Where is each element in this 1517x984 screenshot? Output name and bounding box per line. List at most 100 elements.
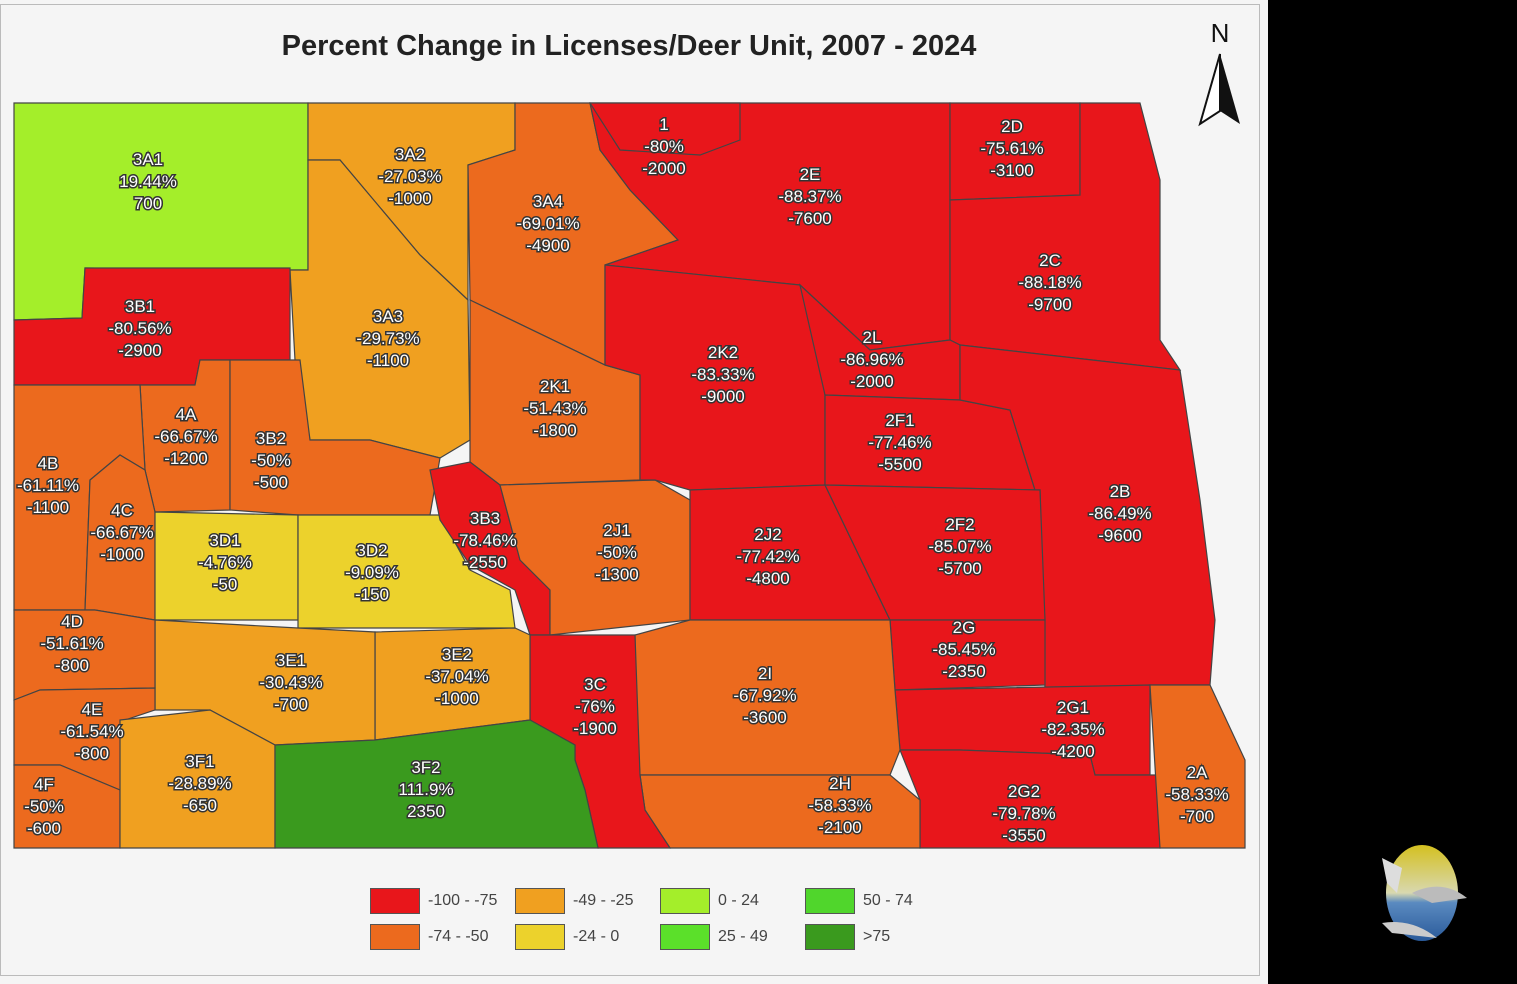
unit-label-change: -700 (274, 695, 308, 714)
unit-label-change: -2550 (463, 553, 506, 572)
unit-label-pct: -37.04% (425, 667, 488, 686)
unit-label-pct: -61.54% (60, 722, 123, 741)
unit-label-id: 2G1 (1057, 698, 1089, 717)
unit-label-id: 2F2 (945, 515, 974, 534)
legend-label: >75 (863, 928, 891, 945)
unit-label-pct: -50% (24, 797, 64, 816)
deer-unit-map: 3A1 19.44% 700 3A2 -27.03% -1000 3A3 -29.73% -11… (13, 102, 1246, 849)
unit-label-id: 2G2 (1008, 782, 1040, 801)
unit-label-change: -1000 (435, 689, 478, 708)
unit-label-id: 2D (1001, 117, 1023, 136)
unit-label-change: -50 (213, 575, 238, 594)
unit-label-pct: -51.43% (523, 399, 586, 418)
unit-label-id: 2F1 (885, 411, 914, 430)
unit-label-change: -800 (75, 744, 109, 763)
unit-label-id: 4B (38, 454, 59, 473)
unit-label-id: 2L (863, 328, 882, 347)
legend: -100 - -75 -49 - -25 0 - 24 50 - 74 -74 - -5… (370, 888, 950, 950)
unit-label-id: 2H (829, 774, 851, 793)
deer-unit-3b2 (229, 359, 441, 516)
legend-label: 25 - 49 (718, 928, 768, 945)
deer-unit-4d (13, 609, 156, 701)
unit-label-change: -2100 (818, 818, 861, 837)
unit-label-id: 3D1 (209, 531, 240, 550)
deer-unit-2j1 (499, 479, 691, 636)
unit-label-change: -4800 (746, 569, 789, 588)
unit-label-pct: -51.61% (40, 634, 103, 653)
unit-label-id: 3A1 (133, 150, 163, 169)
legend-item: -74 - -50 (370, 924, 515, 950)
unit-label-id: 2B (1110, 482, 1131, 501)
unit-label-id: 2J1 (603, 521, 630, 540)
unit-label-change: -1100 (367, 351, 409, 370)
unit-label-change: -9700 (1028, 295, 1071, 314)
unit-label-id: 2K2 (708, 343, 738, 362)
legend-swatch (370, 924, 420, 950)
unit-label-id: 2G (953, 618, 976, 637)
agency-logo-icon (1382, 845, 1467, 941)
unit-label-pct: -88.18% (1018, 273, 1081, 292)
unit-label-id: 4F (34, 775, 54, 794)
legend-item: -24 - 0 (515, 924, 660, 950)
unit-label-id: 3E1 (276, 651, 306, 670)
unit-label-pct: 19.44% (119, 172, 177, 191)
unit-label-change: -1000 (388, 189, 431, 208)
unit-label-pct: -29.73% (356, 329, 419, 348)
unit-label-change: -500 (254, 473, 288, 492)
unit-label-pct: -61.11% (17, 476, 79, 495)
map-panel: Percent Change in Licenses/Deer Unit, 20… (0, 0, 1268, 984)
unit-label-id: 1 (659, 115, 668, 134)
unit-label-id: 2J2 (754, 525, 781, 544)
legend-label: -100 - -75 (428, 892, 498, 909)
unit-label-pct: -88.37% (778, 187, 841, 206)
unit-label-pct: -76% (575, 697, 615, 716)
legend-label: -49 - -25 (573, 892, 634, 909)
unit-label-change: -700 (1180, 807, 1214, 826)
unit-label-change: -800 (55, 656, 89, 675)
legend-item: -100 - -75 (370, 888, 515, 914)
unit-label-pct: -67.92% (733, 686, 796, 705)
legend-label: 50 - 74 (863, 892, 913, 909)
unit-label-pct: -78.46% (453, 531, 516, 550)
unit-label-id: 2E (800, 165, 821, 184)
unit-label-change: -3600 (743, 708, 786, 727)
unit-label-id: 3B1 (125, 297, 155, 316)
unit-label-change: -2900 (118, 341, 161, 360)
unit-label-pct: -58.33% (1165, 785, 1228, 804)
unit-label-pct: -77.46% (868, 433, 931, 452)
unit-label-change: -7600 (788, 209, 831, 228)
unit-label-id: 2C (1039, 251, 1061, 270)
deer-unit-2h (639, 774, 921, 849)
unit-label-pct: -86.96% (840, 350, 903, 369)
legend-swatch (370, 888, 420, 914)
unit-label-id: 2I (758, 664, 772, 683)
legend-item: 50 - 74 (805, 888, 950, 914)
unit-label-pct: -75.61% (980, 139, 1043, 158)
unit-label-change: 2350 (407, 802, 445, 821)
legend-item: >75 (805, 924, 950, 950)
unit-label-pct: -82.35% (1041, 720, 1104, 739)
unit-label-change: -2000 (850, 372, 893, 391)
unit-label-id: 3D2 (356, 541, 387, 560)
legend-item: 0 - 24 (660, 888, 805, 914)
deer-unit-2a (1149, 684, 1246, 849)
legend-label: 0 - 24 (718, 892, 759, 909)
unit-label-id: 2A (1187, 763, 1208, 782)
unit-label-pct: -79.78% (992, 804, 1055, 823)
unit-label-pct: -80.56% (108, 319, 171, 338)
legend-label: -24 - 0 (573, 928, 620, 945)
legend-label: -74 - -50 (428, 928, 489, 945)
map-frame (0, 4, 1260, 976)
unit-label-change: -3550 (1002, 826, 1045, 845)
unit-label-id: 3B2 (256, 429, 286, 448)
unit-label-change: -1200 (164, 449, 207, 468)
unit-label-id: 4A (176, 405, 197, 424)
unit-label-id: 3A2 (395, 145, 425, 164)
unit-label-pct: -9.09% (345, 563, 399, 582)
unit-label-id: 4C (111, 501, 133, 520)
unit-label-pct: -50% (251, 451, 291, 470)
unit-label-id: 3B3 (470, 509, 500, 528)
north-label: N (1210, 18, 1230, 48)
unit-label-pct: -85.07% (928, 537, 991, 556)
unit-label-id: 3A3 (373, 307, 403, 326)
